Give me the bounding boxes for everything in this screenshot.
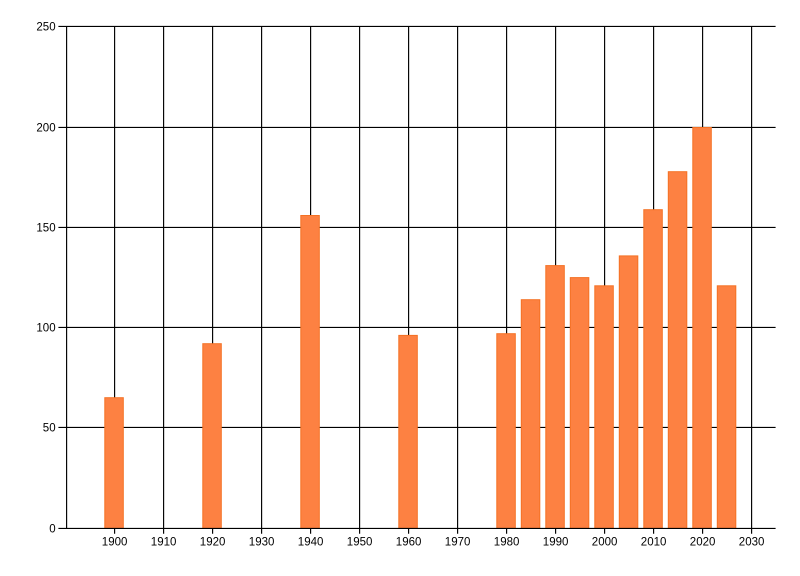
svg-text:1910: 1910 [151, 536, 177, 548]
svg-text:1990: 1990 [543, 536, 569, 548]
svg-text:2010: 2010 [641, 536, 667, 548]
svg-text:200: 200 [36, 122, 55, 134]
svg-text:1900: 1900 [102, 536, 128, 548]
svg-text:0: 0 [49, 523, 55, 535]
svg-text:1940: 1940 [298, 536, 324, 548]
svg-text:2000: 2000 [592, 536, 618, 548]
svg-text:150: 150 [36, 222, 55, 234]
svg-text:1930: 1930 [249, 536, 275, 548]
svg-text:250: 250 [36, 21, 55, 33]
svg-text:2030: 2030 [739, 536, 765, 548]
svg-text:1920: 1920 [200, 536, 226, 548]
svg-text:100: 100 [36, 322, 55, 334]
svg-text:1980: 1980 [494, 536, 520, 548]
svg-text:2020: 2020 [690, 536, 716, 548]
svg-text:1970: 1970 [445, 536, 471, 548]
svg-text:1960: 1960 [396, 536, 422, 548]
svg-text:50: 50 [43, 422, 56, 434]
svg-text:1950: 1950 [347, 536, 373, 548]
